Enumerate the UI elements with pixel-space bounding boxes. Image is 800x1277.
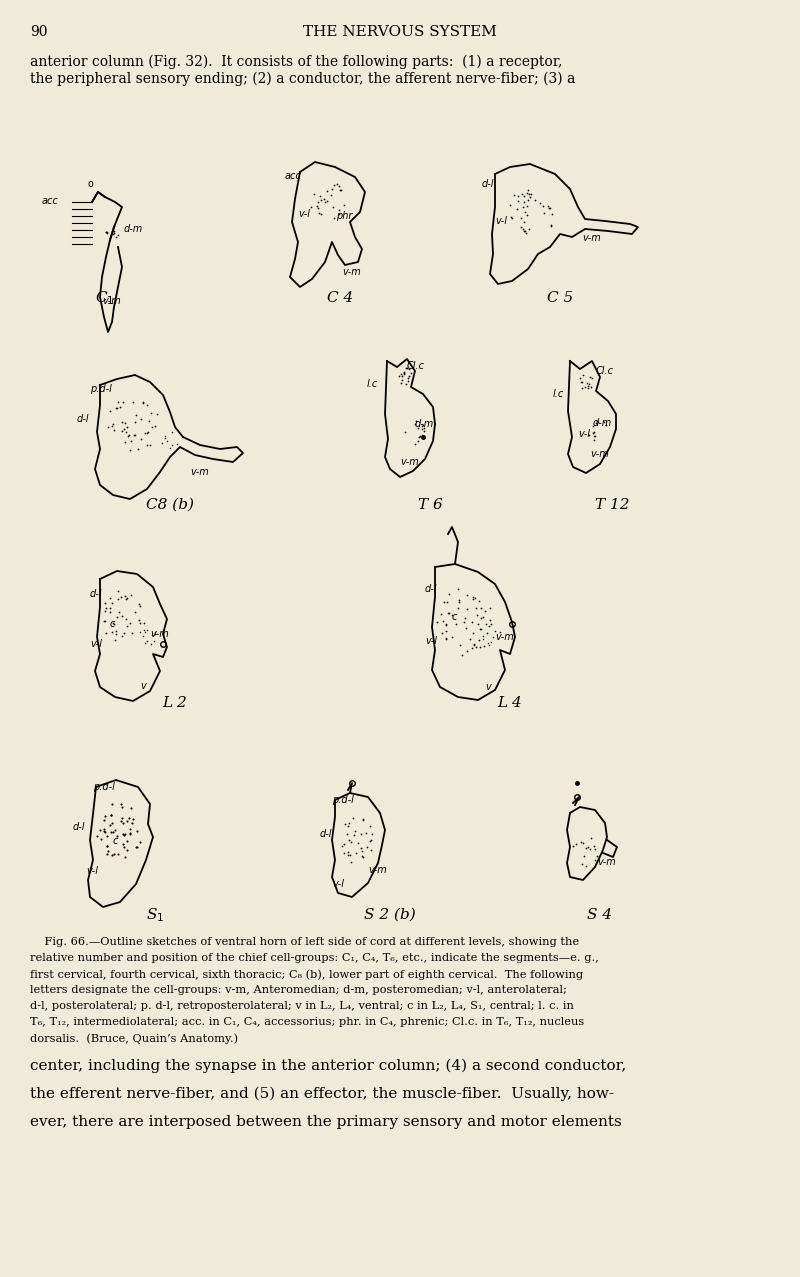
Text: L 4: L 4 xyxy=(498,696,522,710)
Text: d-l: d-l xyxy=(320,829,333,839)
Text: ever, there are interposed between the primary sensory and motor elements: ever, there are interposed between the p… xyxy=(30,1115,622,1129)
Text: p.d-l: p.d-l xyxy=(90,384,112,395)
Text: relative number and position of the chief cell-groups: C₁, C₄, T₆, etc., indicat: relative number and position of the chie… xyxy=(30,953,599,963)
Text: d-l, posterolateral; p. d-l, retroposterolateral; v in L₂, L₄, ventral; c in L₂,: d-l, posterolateral; p. d-l, retroposter… xyxy=(30,1001,574,1011)
Text: 90: 90 xyxy=(30,26,47,40)
Text: letters designate the cell-groups: v-m, Anteromedian; d-m, posteromedian; v-l, a: letters designate the cell-groups: v-m, … xyxy=(30,985,567,995)
Text: THE NERVOUS SYSTEM: THE NERVOUS SYSTEM xyxy=(303,26,497,40)
Text: C 4: C 4 xyxy=(327,291,353,305)
Text: v-m: v-m xyxy=(582,232,601,243)
Text: d-m: d-m xyxy=(124,223,143,234)
Text: l.c: l.c xyxy=(367,379,378,389)
Text: v: v xyxy=(485,682,490,692)
Text: anterior column (Fig. 32).  It consists of the following parts:  (1) a receptor,: anterior column (Fig. 32). It consists o… xyxy=(30,55,562,69)
Text: p.d-l: p.d-l xyxy=(332,796,354,805)
Text: d-m: d-m xyxy=(593,418,612,428)
Text: c: c xyxy=(452,612,458,622)
Text: T 6: T 6 xyxy=(418,498,442,512)
Text: v-m: v-m xyxy=(590,450,609,458)
Text: o: o xyxy=(88,179,94,189)
Text: phr.: phr. xyxy=(336,211,354,221)
Text: v: v xyxy=(140,681,146,691)
Text: c: c xyxy=(113,836,118,845)
Text: v-m: v-m xyxy=(495,632,514,642)
Text: d-m: d-m xyxy=(415,419,434,429)
Text: v-m: v-m xyxy=(190,467,209,478)
Text: S 4: S 4 xyxy=(587,908,613,922)
Text: d-l: d-l xyxy=(482,179,494,189)
Text: center, including the synapse in the anterior column; (4) a second conductor,: center, including the synapse in the ant… xyxy=(30,1059,626,1074)
Text: S$_1$: S$_1$ xyxy=(146,905,164,923)
Text: v-m: v-m xyxy=(368,865,386,875)
Text: acc: acc xyxy=(42,195,58,206)
Text: v-l: v-l xyxy=(332,879,344,889)
Text: C$_1$: C$_1$ xyxy=(95,289,114,306)
Text: p.d-l: p.d-l xyxy=(93,782,115,792)
Text: Cl.c: Cl.c xyxy=(407,361,425,372)
Text: d-l: d-l xyxy=(425,584,438,594)
Text: the efferent nerve-fiber, and (5) an effector, the muscle-fiber.  Usually, how-: the efferent nerve-fiber, and (5) an eff… xyxy=(30,1087,614,1101)
Text: C 5: C 5 xyxy=(547,291,573,305)
Text: v-l: v-l xyxy=(425,636,437,646)
Text: v-m: v-m xyxy=(102,296,121,306)
Text: l.c: l.c xyxy=(553,389,564,398)
Text: v-l: v-l xyxy=(86,866,98,876)
Text: v-l: v-l xyxy=(495,216,507,226)
Text: T 12: T 12 xyxy=(594,498,630,512)
Text: d-l: d-l xyxy=(73,822,86,833)
Text: acc: acc xyxy=(285,171,302,181)
Text: v-l: v-l xyxy=(578,429,590,439)
Text: Fig. 66.—Outline sketches of ventral horn of left side of cord at different leve: Fig. 66.—Outline sketches of ventral hor… xyxy=(30,937,579,948)
Text: c: c xyxy=(110,619,115,630)
Text: v-m: v-m xyxy=(597,857,616,867)
Text: v-l: v-l xyxy=(90,638,102,649)
Text: Cl.c: Cl.c xyxy=(596,366,614,375)
Text: d-l: d-l xyxy=(77,414,90,424)
Text: T₆, T₁₂, intermediolateral; acc. in C₁, C₄, accessorius; phr. in C₄, phrenic; Cl: T₆, T₁₂, intermediolateral; acc. in C₁, … xyxy=(30,1016,584,1027)
Text: S 2 (b): S 2 (b) xyxy=(364,908,416,922)
Text: L 2: L 2 xyxy=(162,696,187,710)
Text: C8 (b): C8 (b) xyxy=(146,498,194,512)
Text: dorsalis.  (Bruce, Quain’s Anatomy.): dorsalis. (Bruce, Quain’s Anatomy.) xyxy=(30,1033,238,1043)
Text: v-m: v-m xyxy=(342,267,361,277)
Text: d-l: d-l xyxy=(90,589,102,599)
Text: the peripheral sensory ending; (2) a conductor, the afferent nerve-fiber; (3) a: the peripheral sensory ending; (2) a con… xyxy=(30,72,575,87)
Text: v-m: v-m xyxy=(400,457,418,467)
Text: first cervical, fourth cervical, sixth thoracic; C₈ (b), lower part of eighth ce: first cervical, fourth cervical, sixth t… xyxy=(30,969,583,979)
Text: v-m: v-m xyxy=(150,630,169,638)
Text: v-l: v-l xyxy=(298,209,310,218)
